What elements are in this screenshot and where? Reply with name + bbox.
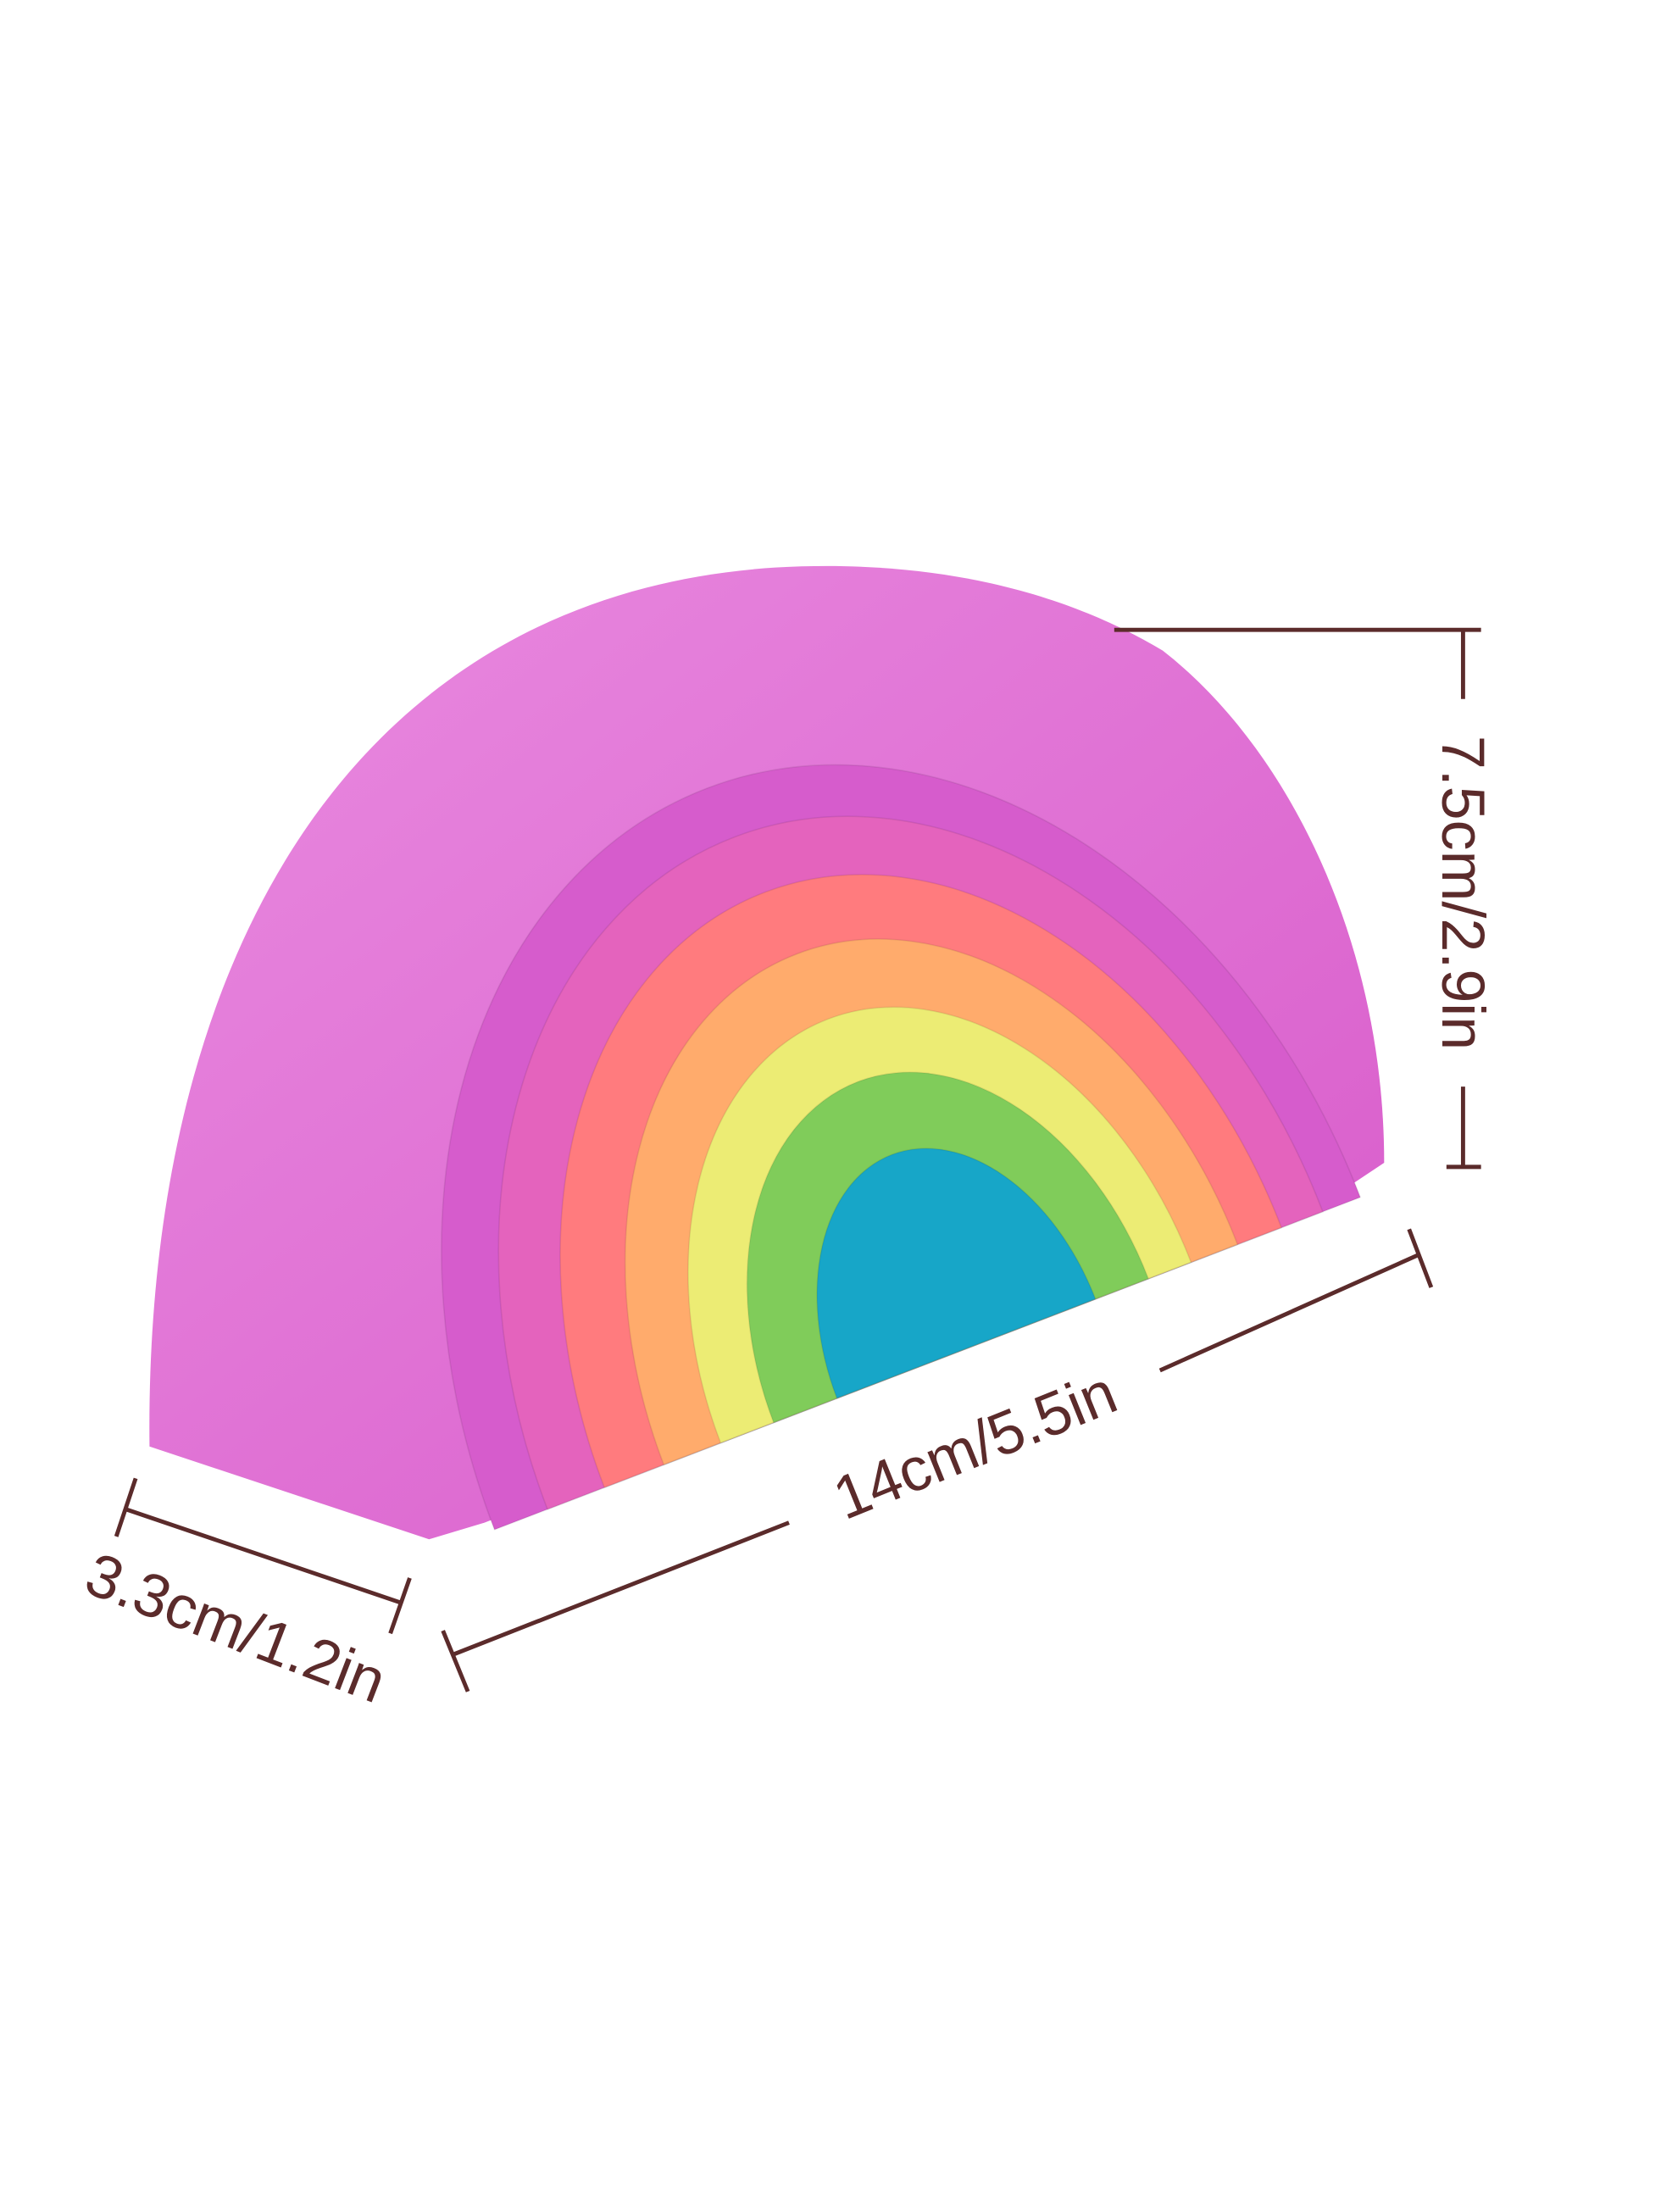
depth-left-tick: [114, 1477, 138, 1537]
length-left-tick: [441, 1630, 470, 1692]
rainbow-arches: [441, 764, 1362, 1531]
dimension-lines: [114, 627, 1481, 1692]
depth-label: 3.3cm/1.2in: [76, 1540, 394, 1716]
rainbow-arch-7: [816, 1148, 1097, 1399]
length-line-right: [1158, 1252, 1421, 1373]
depth-line: [124, 1506, 403, 1605]
depth-right-tick: [388, 1577, 412, 1635]
length-right-tick: [1407, 1228, 1434, 1288]
length-line-left: [453, 1520, 790, 1657]
height-label: 7.5cm/2.9in: [1429, 736, 1497, 1050]
